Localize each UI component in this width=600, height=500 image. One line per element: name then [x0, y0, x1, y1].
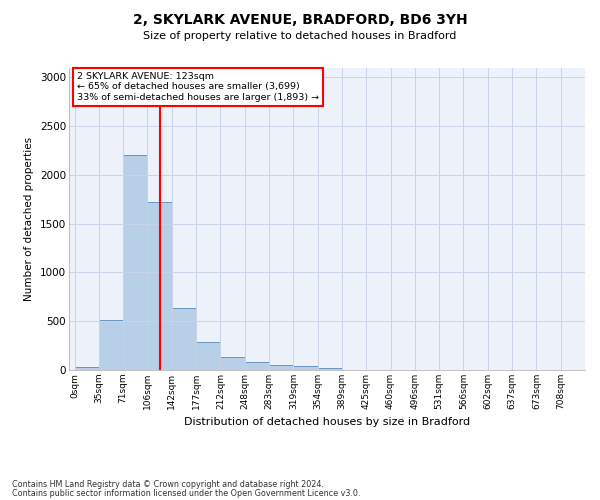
- Bar: [293, 366, 317, 370]
- Bar: [196, 342, 220, 370]
- X-axis label: Distribution of detached houses by size in Bradford: Distribution of detached houses by size …: [184, 418, 470, 428]
- Text: Contains HM Land Registry data © Crown copyright and database right 2024.: Contains HM Land Registry data © Crown c…: [12, 480, 324, 489]
- Bar: [245, 362, 269, 370]
- Bar: [269, 365, 293, 370]
- Text: Size of property relative to detached houses in Bradford: Size of property relative to detached ho…: [143, 31, 457, 41]
- Text: 2 SKYLARK AVENUE: 123sqm
← 65% of detached houses are smaller (3,699)
33% of sem: 2 SKYLARK AVENUE: 123sqm ← 65% of detach…: [77, 72, 319, 102]
- Bar: [99, 320, 123, 370]
- Bar: [74, 368, 99, 370]
- Y-axis label: Number of detached properties: Number of detached properties: [25, 136, 34, 301]
- Bar: [172, 308, 196, 370]
- Bar: [220, 356, 245, 370]
- Bar: [148, 202, 172, 370]
- Bar: [317, 368, 342, 370]
- Bar: [123, 156, 148, 370]
- Text: Contains public sector information licensed under the Open Government Licence v3: Contains public sector information licen…: [12, 489, 361, 498]
- Text: 2, SKYLARK AVENUE, BRADFORD, BD6 3YH: 2, SKYLARK AVENUE, BRADFORD, BD6 3YH: [133, 12, 467, 26]
